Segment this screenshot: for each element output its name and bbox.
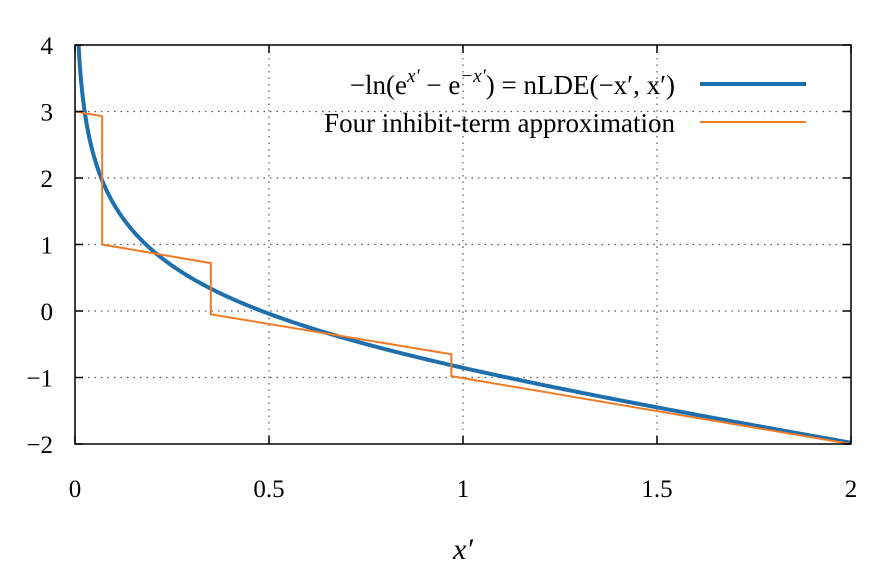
- grid: [75, 45, 851, 444]
- y-tick-label: −1: [26, 366, 53, 393]
- x-tick-label: 0: [69, 476, 82, 503]
- legend-label-series-1: −ln(ex′ − e−x′) = nLDE(−x′, x′): [350, 66, 675, 100]
- legend: −ln(ex′ − e−x′) = nLDE(−x′, x′) Four inh…: [324, 66, 806, 138]
- x-tick-label: 1: [457, 476, 470, 503]
- y-tick-label: 4: [41, 33, 54, 60]
- y-tick-label: 3: [41, 100, 54, 127]
- x-tick-label: 1.5: [641, 476, 672, 503]
- series-line-2: [75, 110, 851, 444]
- tick-labels: 0 0.5 1 1.5 2 −2 −1 0 1 2 3 4: [26, 33, 857, 503]
- plot-area: [75, 45, 851, 444]
- y-tick-label: 2: [41, 166, 54, 193]
- x-axis-label: x′: [452, 533, 473, 566]
- y-tick-label: 0: [41, 299, 54, 326]
- y-tick-label: −2: [26, 432, 53, 459]
- legend-label-series-2: Four inhibit-term approximation: [324, 108, 675, 138]
- y-tick-label: 1: [41, 233, 54, 260]
- x-tick-label: 2: [845, 476, 858, 503]
- ticks: [74, 44, 852, 445]
- series-line-1: [76, 45, 851, 444]
- x-tick-label: 0.5: [253, 476, 284, 503]
